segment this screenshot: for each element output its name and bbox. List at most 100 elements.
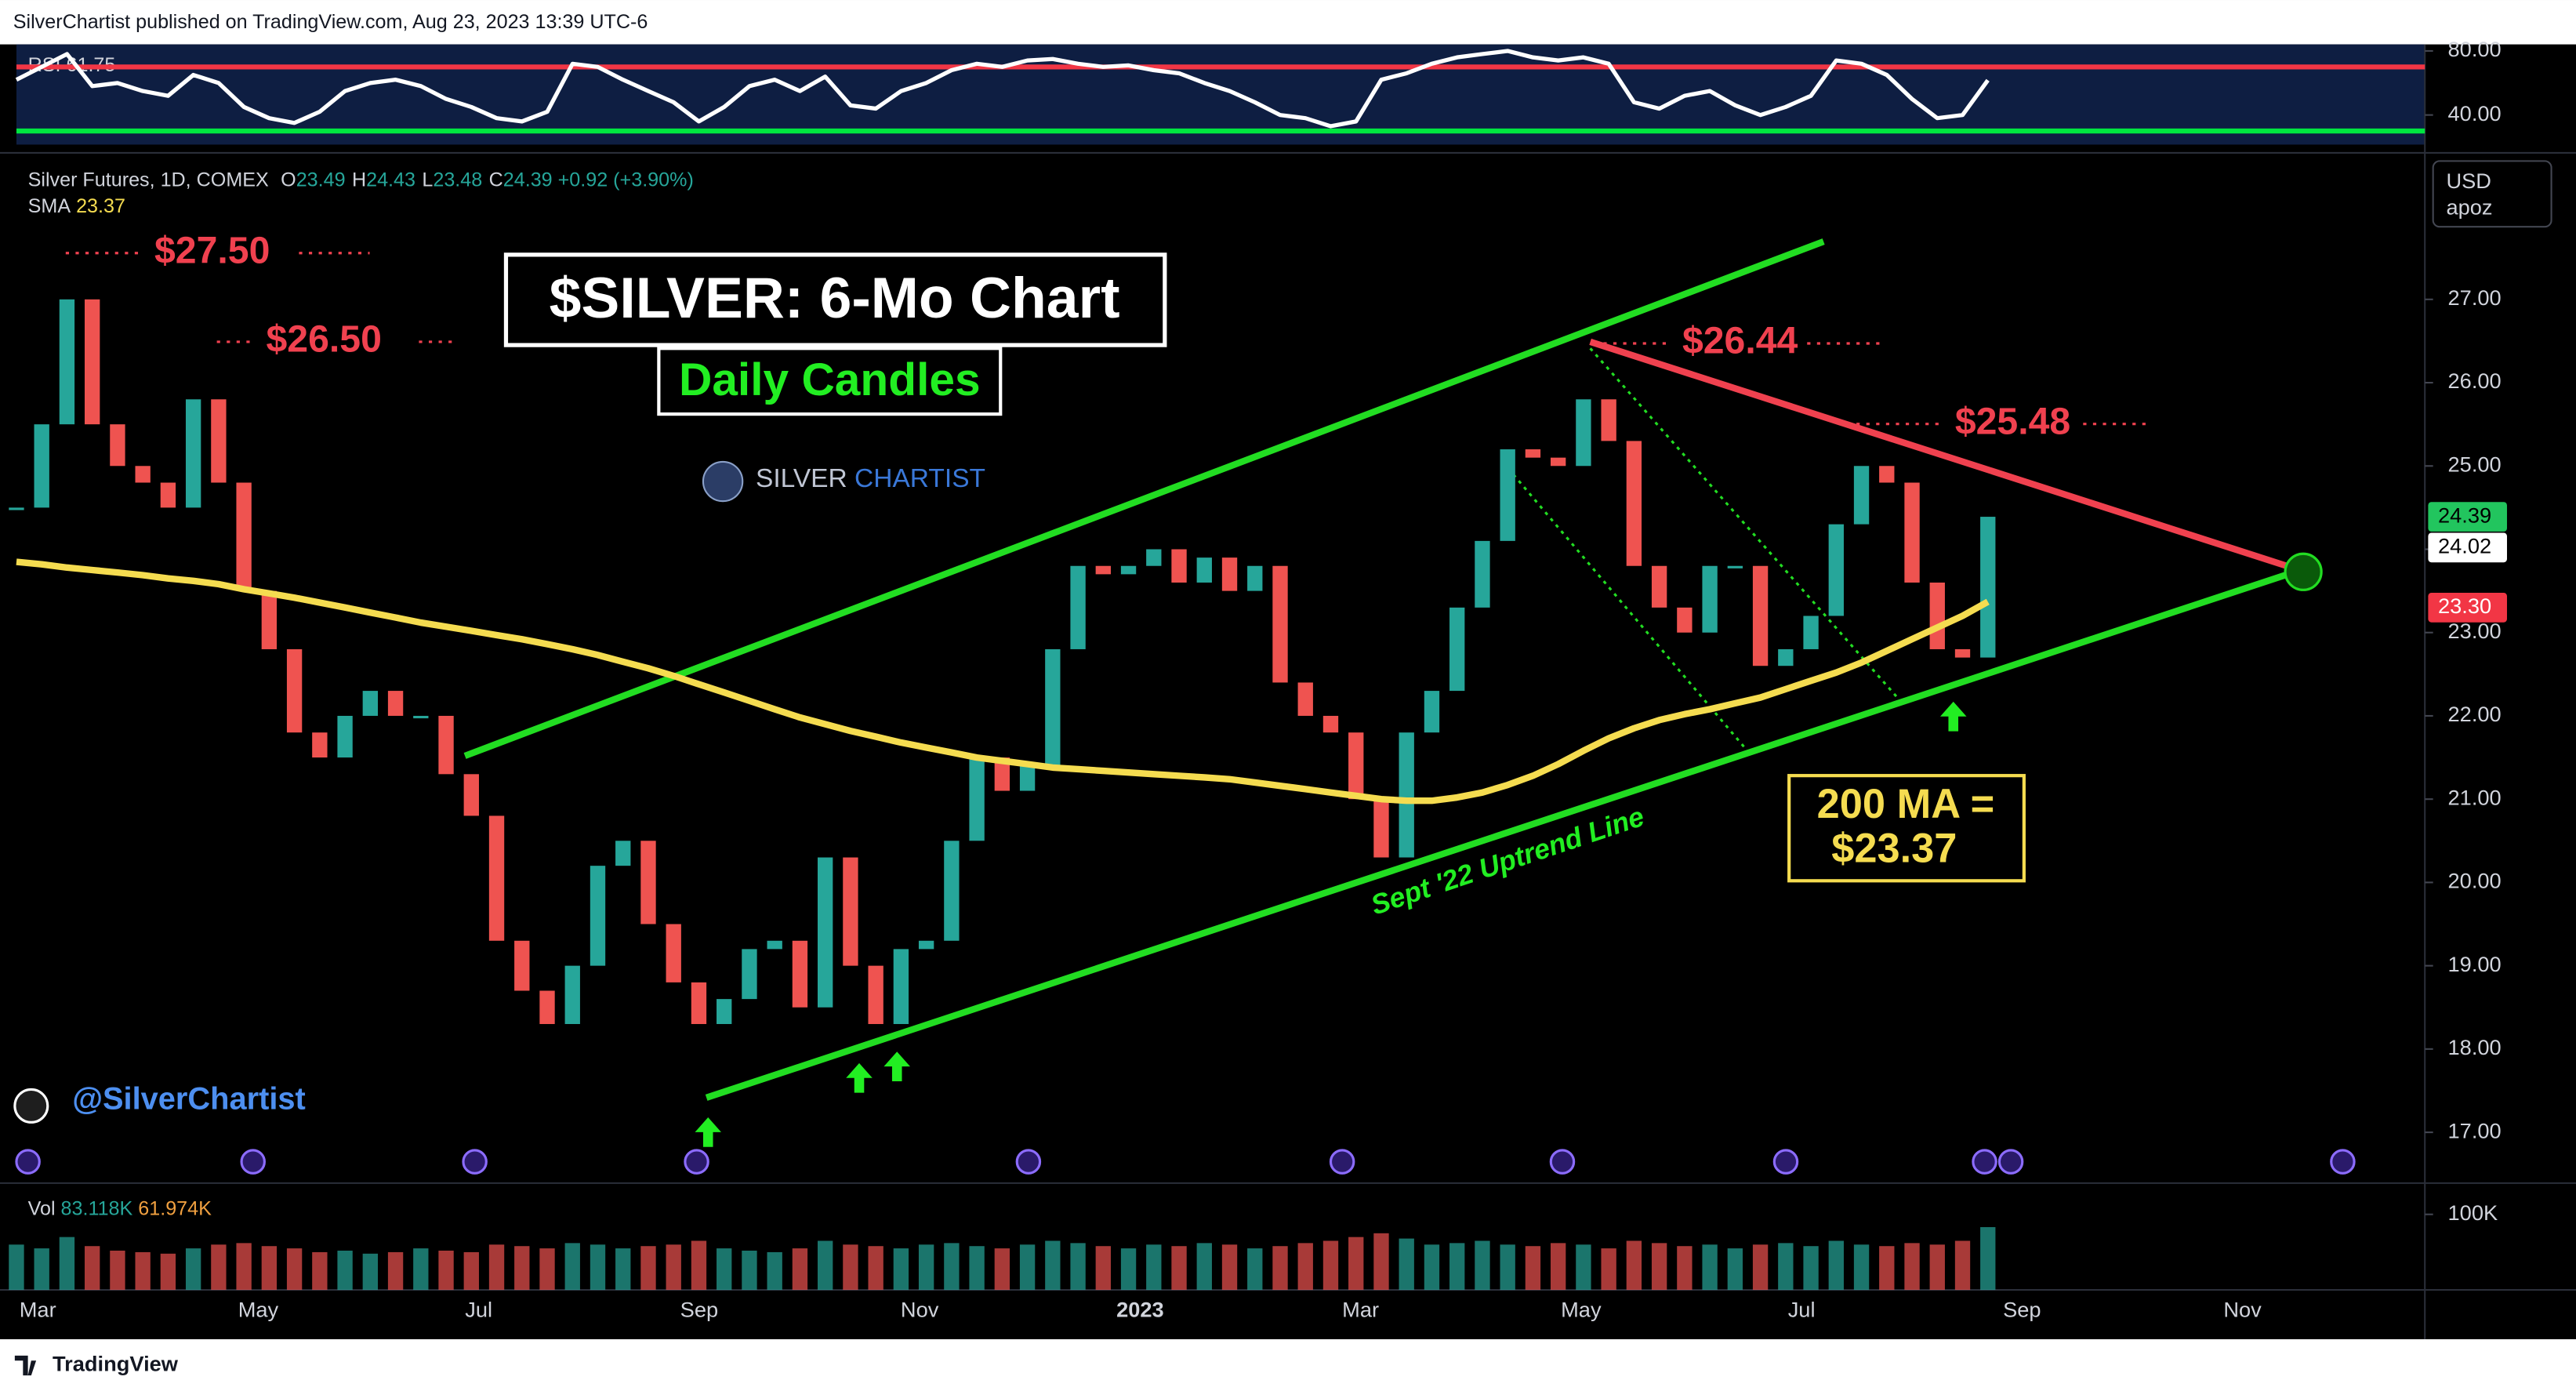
volume-bar (767, 1251, 782, 1291)
candle (691, 982, 707, 1024)
volume-bar (488, 1244, 505, 1291)
y-tick-label: 22.00 (2448, 702, 2502, 726)
annotation: 200 MA = (1817, 782, 1995, 827)
x-tick-label: Nov (901, 1298, 939, 1322)
volume-bar (944, 1243, 960, 1291)
candle (893, 949, 909, 1024)
volume-bar (1550, 1243, 1566, 1291)
candle (236, 482, 252, 591)
price-tag-label: 24.02 (2438, 534, 2491, 558)
volume-bar (312, 1251, 328, 1291)
volume-bar (969, 1246, 985, 1291)
volume-bar (1070, 1243, 1086, 1291)
price-tag-label: 24.39 (2438, 503, 2491, 527)
x-tick-label: Jul (465, 1298, 492, 1322)
annotation: $26.50 (266, 318, 381, 361)
candle (9, 507, 24, 510)
symbol: Silver Futures, 1D, COMEX (28, 169, 269, 191)
candle (1778, 648, 1794, 666)
candle (1272, 565, 1288, 683)
volume-bar (34, 1248, 49, 1291)
candle (387, 691, 404, 716)
candle (1980, 517, 1996, 658)
volume-bar (1449, 1243, 1465, 1291)
logo-part: CHARTIST (854, 464, 985, 493)
dotted-line (1507, 467, 1746, 749)
volume-bar (438, 1250, 454, 1291)
chart-title: $SILVER: 6-Mo Chart (550, 266, 1120, 330)
volume-bar (1752, 1244, 1769, 1291)
candle (1879, 466, 1895, 483)
candle (312, 732, 328, 758)
publisher: SilverChartist published on TradingView.… (13, 11, 648, 33)
vol-legend: Vol 83.118K 61.974K (28, 1197, 212, 1219)
candle (1576, 399, 1591, 467)
volume-bar (1954, 1240, 1971, 1291)
volume-bar (1702, 1244, 1718, 1291)
candle (1853, 466, 1870, 525)
candle (286, 648, 303, 733)
volume-bar (1727, 1248, 1743, 1291)
candle (488, 815, 505, 941)
volume-bar (590, 1244, 606, 1291)
top-bar (0, 0, 2576, 45)
candle (767, 940, 782, 950)
bottom-bar (0, 1338, 2576, 1391)
volume-bar (918, 1244, 934, 1291)
candle (1626, 441, 1642, 566)
subtitle-box (657, 347, 1003, 416)
volume-bar (286, 1248, 303, 1291)
unit[interactable]: apoz (2446, 194, 2492, 219)
candle (1297, 682, 1313, 716)
candle (1828, 524, 1844, 616)
vol-ma-value: 61.974K (138, 1197, 212, 1219)
volume-bar (1247, 1248, 1263, 1291)
candle (1399, 732, 1414, 858)
volume-bar (1297, 1243, 1313, 1291)
ohlc: O23.49 H24.43 L23.48 C24.39 (281, 169, 552, 191)
candle (868, 965, 883, 1024)
volume-bar (666, 1244, 681, 1291)
candle (59, 299, 75, 425)
volume-bar (362, 1253, 379, 1291)
logo-text: SILVER CHARTIST (756, 464, 985, 493)
symbol-legend: Silver Futures, 1D, COMEX O23.49 H24.43 L2… (28, 169, 694, 191)
y-tick-label: 17.00 (2448, 1118, 2502, 1142)
y-tick-label: 25.00 (2448, 452, 2502, 476)
price-tag (2428, 592, 2507, 623)
candle (1601, 399, 1616, 441)
volume-bar (1525, 1246, 1541, 1291)
y-tick-label: 20.00 (2448, 869, 2502, 893)
volume-bar (261, 1246, 278, 1291)
title-box (503, 252, 1167, 347)
volume-bar (211, 1244, 227, 1291)
candle (1221, 557, 1238, 591)
currency-box[interactable] (2432, 160, 2552, 228)
price-tag (2428, 532, 2507, 563)
volume-bar (387, 1251, 404, 1291)
volume-bar (742, 1250, 757, 1291)
volume-bar (1373, 1233, 1389, 1291)
currency[interactable]: USD (2446, 169, 2491, 193)
candle (1702, 565, 1718, 633)
volume-bar (1500, 1244, 1515, 1291)
volume-bar (1828, 1240, 1844, 1291)
volume-bar (135, 1251, 151, 1291)
candle (1954, 648, 1971, 658)
candle (1677, 607, 1693, 633)
candle (135, 466, 151, 483)
ohlc-key: H (352, 169, 366, 191)
volume-bar (514, 1246, 530, 1291)
volume-bar (717, 1248, 732, 1291)
candle (1500, 449, 1515, 541)
volume-bar (843, 1244, 858, 1291)
candle (261, 590, 278, 649)
candle (514, 940, 530, 991)
candle (438, 715, 454, 775)
volume-bar (817, 1240, 833, 1291)
event-icons[interactable] (15, 1149, 2356, 1175)
annotation: $27.50 (154, 229, 270, 271)
candle (1171, 549, 1187, 583)
volume-bar (615, 1248, 631, 1291)
x-tick-label: 2023 (1116, 1298, 1164, 1322)
